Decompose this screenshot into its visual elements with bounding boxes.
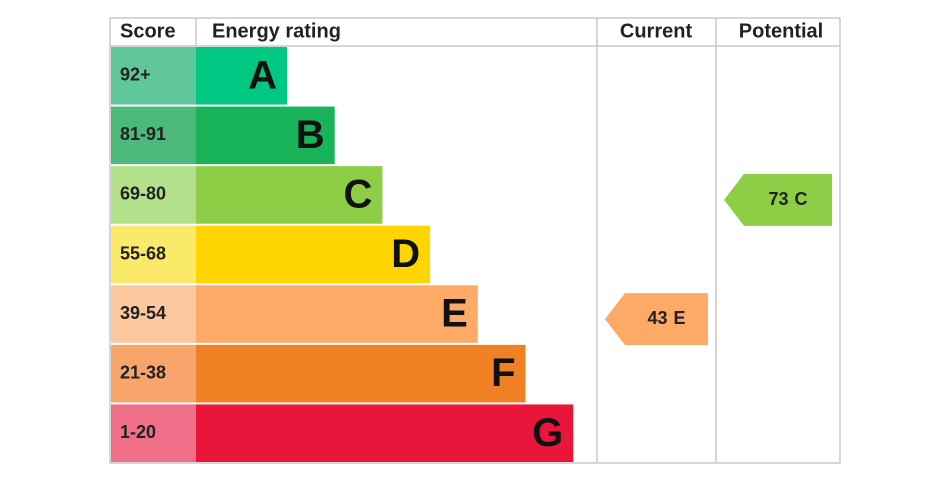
rating-letter: F <box>491 351 515 395</box>
potential-label: 73 C <box>768 189 807 209</box>
rating-letter: D <box>391 232 420 276</box>
rating-bar <box>196 285 478 343</box>
rating-letter: A <box>248 53 277 97</box>
rating-bar <box>196 106 335 165</box>
header-rating: Energy rating <box>212 20 341 42</box>
current-arrow <box>605 293 708 346</box>
header-score: Score <box>120 20 176 42</box>
score-cell <box>111 404 196 462</box>
score-range: 92+ <box>120 65 151 85</box>
potential-arrow <box>724 173 832 226</box>
rating-letter: C <box>344 172 373 216</box>
current-score: 43 <box>647 308 667 328</box>
rating-bar <box>196 404 574 462</box>
score-cell <box>111 47 196 105</box>
current-rating: E <box>674 308 686 328</box>
score-range: 81-91 <box>120 124 166 144</box>
rating-bar <box>196 47 287 105</box>
score-range: 39-54 <box>120 303 166 323</box>
potential-rating: C <box>795 189 808 209</box>
score-range: 69-80 <box>120 184 166 204</box>
rating-letter: B <box>296 113 325 157</box>
score-cell <box>111 225 196 284</box>
score-cell <box>111 344 196 403</box>
score-cell <box>111 166 196 224</box>
score-range: 1-20 <box>120 422 156 442</box>
rating-letter: G <box>532 411 563 455</box>
rating-bar <box>196 166 383 224</box>
score-cell <box>111 285 196 343</box>
header-current: Current <box>620 20 693 42</box>
header-potential: Potential <box>739 20 823 42</box>
rating-bar <box>196 225 431 284</box>
rating-bar <box>196 344 526 403</box>
current-label: 43 E <box>647 308 685 328</box>
score-range: 55-68 <box>120 243 166 263</box>
score-cell <box>111 106 196 165</box>
potential-score: 73 <box>768 189 788 209</box>
rating-letter: E <box>441 292 468 336</box>
score-range: 21-38 <box>120 362 166 382</box>
